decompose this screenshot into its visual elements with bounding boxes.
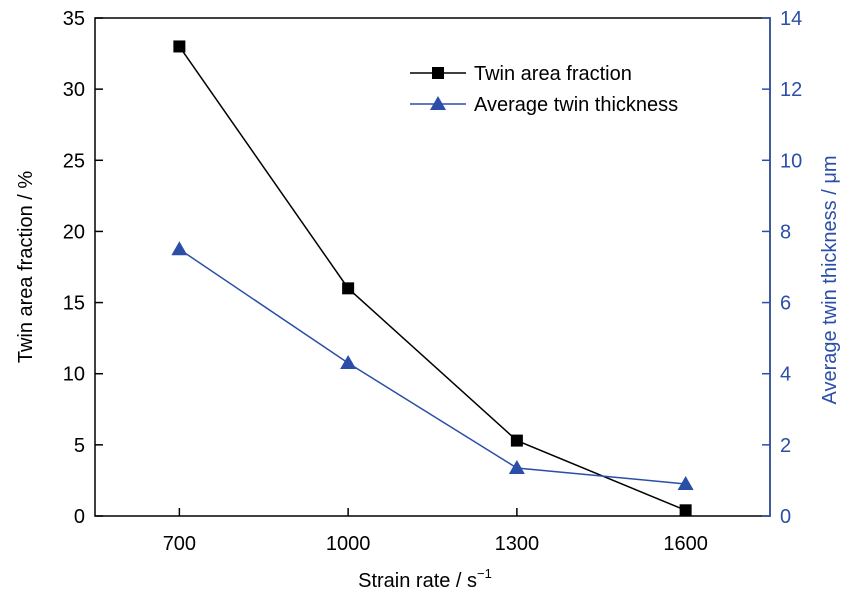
series-line-2: [178, 248, 686, 485]
right-axis-ticks: 0 2 4 6 8 10 12 14: [762, 8, 802, 528]
series-2-point: [340, 355, 357, 370]
series-line-1: [178, 46, 686, 512]
series-1-point: [342, 282, 355, 295]
y-left-tick-label: 0: [74, 506, 85, 528]
x-tick-label: 1000: [326, 533, 371, 555]
y-left-tick-label: 10: [63, 364, 85, 386]
y-right-tick-label: 8: [780, 221, 791, 243]
y-left-tick-label: 30: [63, 79, 85, 101]
y-right-tick-label: 4: [780, 364, 791, 386]
series-1-point: [510, 434, 523, 447]
y-left-tick-label: 5: [74, 435, 85, 457]
y-left-tick-label: 35: [63, 8, 85, 30]
legend-label-2: Average twin thickness: [474, 94, 678, 116]
y-right-tick-label: 14: [780, 8, 802, 30]
legend-marker-1: [432, 67, 444, 79]
series-1-point: [679, 504, 692, 517]
series-2-point: [171, 241, 188, 256]
x-axis-title-main: Strain rate / s: [358, 570, 477, 592]
y-left-tick-label: 15: [63, 293, 85, 315]
y-left-tick-label: 25: [63, 150, 85, 172]
x-axis-title-superscript: −1: [477, 566, 492, 581]
y-left-tick-label: 20: [63, 221, 85, 243]
y-right-tick-label: 2: [780, 435, 791, 457]
x-axis-title: Strain rate / s−1: [358, 566, 492, 592]
legend: Twin area fraction Average twin thickness: [410, 63, 678, 116]
y-right-tick-label: 10: [780, 150, 802, 172]
series-1-point: [173, 40, 186, 53]
y-right-axis-title: Average twin thickness / μm: [819, 155, 841, 404]
x-tick-label: 1300: [495, 533, 540, 555]
series-layer: [171, 40, 694, 517]
y-right-tick-label: 0: [780, 506, 791, 528]
plot-frame: [94, 17, 771, 517]
x-tick-label: 700: [163, 533, 196, 555]
y-right-tick-label: 12: [780, 79, 802, 101]
x-tick-label: 1600: [663, 533, 708, 555]
y-right-tick-label: 6: [780, 293, 791, 315]
series-2-point: [508, 459, 525, 474]
legend-label-1: Twin area fraction: [474, 63, 632, 85]
y-left-axis-title: Twin area fraction / %: [15, 171, 37, 364]
x-axis-ticks: 700 1000 1300 1600: [163, 508, 708, 555]
legend-marker-2: [430, 96, 446, 110]
series-2-point: [677, 475, 694, 490]
left-axis-ticks: 0 5 10 15 20 25 30 35: [63, 8, 103, 528]
